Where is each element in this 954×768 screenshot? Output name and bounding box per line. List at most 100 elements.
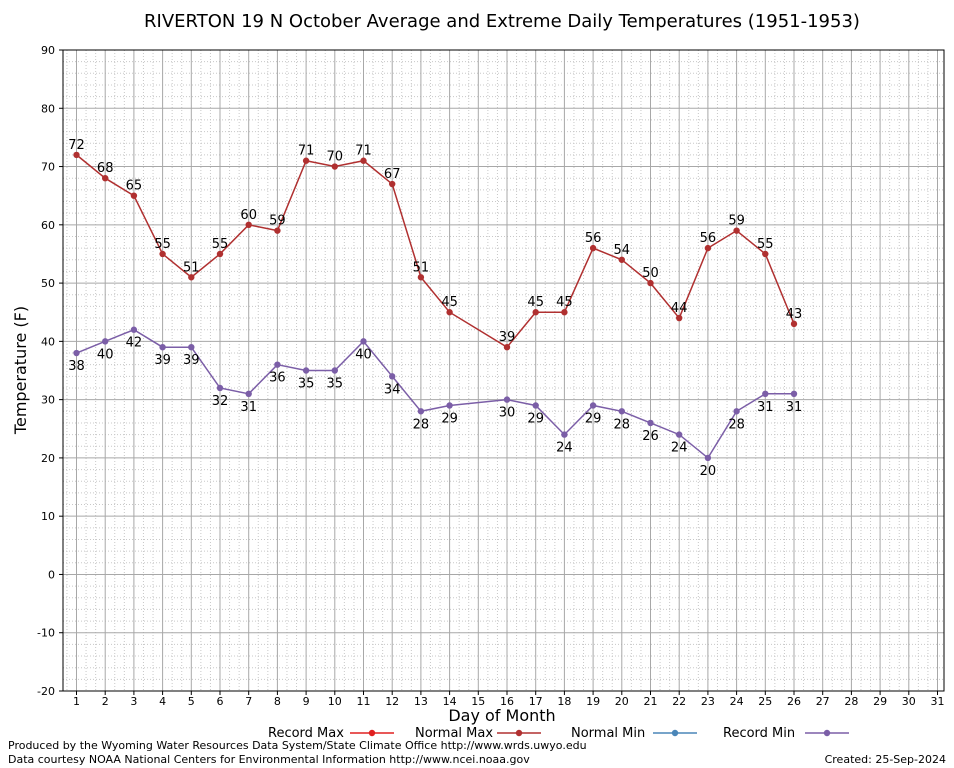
x-tick-label: 2 [102,695,109,708]
data-label: 34 [384,382,401,397]
data-label: 31 [240,400,257,415]
data-point [704,454,712,462]
data-point [360,157,367,164]
data-point [245,221,252,229]
data-point [331,367,338,374]
data-label: 70 [327,150,344,165]
x-tick-label: 26 [787,695,801,708]
x-tick-label: 4 [159,695,166,708]
data-point [389,373,396,380]
data-point [188,274,195,281]
data-point [733,408,740,415]
data-label: 56 [700,231,717,246]
data-point [389,180,396,188]
data-point [73,349,80,357]
data-point [245,390,252,398]
data-point [503,343,511,351]
data-point [532,402,539,409]
data-point [618,256,625,263]
data-point [618,408,625,415]
data-label: 56 [585,231,602,246]
data-label: 43 [786,307,803,322]
data-point [532,309,539,316]
x-tick-label: 31 [931,695,945,708]
data-point [360,338,367,345]
legend-swatch-marker [823,729,831,737]
data-label: 55 [757,237,774,252]
x-tick-label: 15 [471,695,485,708]
data-label: 71 [355,144,372,159]
y-tick-label: 70 [41,161,55,174]
x-tick-label: 24 [730,695,744,708]
data-point [274,361,281,368]
x-axis-label: Day of Month [448,706,555,725]
x-tick-label: 8 [274,695,281,708]
legend-label: Record Max [268,726,344,741]
x-tick-label: 19 [586,695,600,708]
data-label: 35 [327,377,344,392]
data-label: 29 [441,411,458,426]
data-point [561,431,568,438]
y-tick-label: 50 [41,277,55,290]
data-label: 26 [642,429,659,444]
data-label: 28 [413,417,430,432]
legend-label: Normal Max [415,726,493,741]
x-tick-label: 1 [73,695,80,708]
legend-item-normal-min: Normal Min [571,726,697,741]
data-point [188,343,195,351]
series-record-max: 72 68 65 55 51 55 60 59 71 70 71 67 51 45 39 45 45 56 54 50… [68,138,803,351]
footer-created: Created: 25-Sep-2024 [825,753,946,766]
x-tick-label: 23 [701,695,715,708]
legend-item-record-min: Record Min [723,726,849,741]
series-line [76,328,794,460]
data-label: 42 [126,336,143,351]
data-label: 40 [97,347,114,362]
legend-item-record-max: Record Max [268,726,394,741]
x-tick-label: 3 [130,695,137,708]
legend-swatch-marker [368,729,376,737]
data-label: 51 [413,260,430,275]
data-label: 29 [585,411,602,426]
data-point [130,326,138,333]
data-label: 65 [126,179,143,194]
data-label: 29 [527,411,544,426]
data-label: 28 [614,417,631,432]
data-point [446,402,453,409]
data-point [159,343,166,351]
legend-label: Record Min [723,726,795,741]
data-label: 67 [384,167,401,182]
data-point [589,244,597,252]
y-tick-label: 60 [41,219,55,232]
y-axis-label: Temperature (F) [11,306,30,435]
data-label: 24 [671,441,688,456]
legend-item-normal-max: Normal Max [415,726,541,741]
x-tick-label: 29 [873,695,887,708]
chart-title: RIVERTON 19 N October Average and Extrem… [144,11,860,32]
y-tick-label: -10 [37,627,55,640]
data-label: 32 [212,394,229,409]
legend-swatch-marker [515,729,523,737]
series-record-min: 38 40 42 39 39 32 31 36 35 35 40 34 28 29 30 29 24 29 28 26… [68,326,803,479]
x-tick-label: 12 [385,695,399,708]
data-label: 51 [183,260,200,275]
data-label: 40 [355,347,372,362]
data-label: 38 [68,359,85,374]
plot-frame [62,49,945,692]
data-label: 35 [298,377,315,392]
x-tick-label: 17 [529,695,543,708]
data-label: 31 [786,400,803,415]
data-point [790,320,798,328]
data-point [676,314,683,322]
y-tick-label: 40 [41,335,55,348]
data-label: 68 [97,161,114,176]
x-tick-label: 21 [644,695,658,708]
data-label: 44 [671,301,688,316]
data-point [130,192,138,199]
data-label: 71 [298,144,315,159]
data-point [762,390,769,398]
data-point [216,250,224,258]
y-tick-label: 20 [41,452,55,465]
x-tick-label: 13 [414,695,428,708]
